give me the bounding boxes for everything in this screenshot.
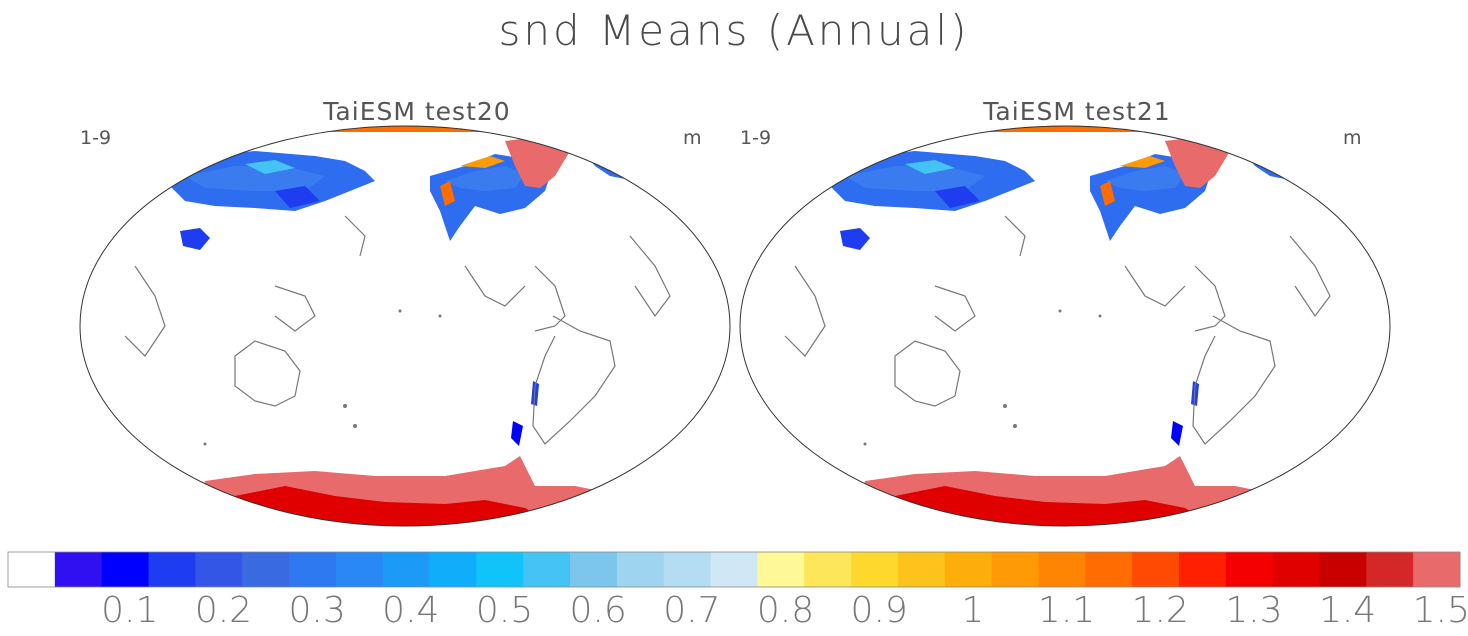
colorbar-swatch: [1319, 552, 1367, 587]
colorbar-swatch: [195, 552, 243, 587]
colorbar-tick-label: 0.6: [569, 590, 627, 631]
period-label-left: 1-9: [80, 127, 112, 149]
colorbar-swatch: [1366, 552, 1414, 587]
colorbar-swatch: [804, 552, 852, 587]
colorbar-swatch: [616, 552, 665, 587]
colorbar-tick-label: 1.5: [1412, 590, 1468, 631]
colorbar-swatch: [1413, 552, 1461, 587]
colorbar-swatch: [335, 552, 384, 587]
colorbar-swatch: [710, 552, 758, 587]
colorbar-swatch: [1038, 552, 1086, 587]
colorbar-swatch: [382, 552, 431, 587]
map-right: [784, 126, 1331, 526]
colorbar-swatch: [1132, 552, 1180, 587]
panel-title-right: TaiESM test21: [983, 97, 1171, 126]
colorbar-swatch: [289, 552, 337, 587]
colorbar-tick-label: 1: [961, 590, 985, 631]
colorbar-swatch: [523, 552, 571, 587]
map-left: [124, 126, 671, 526]
colorbar-swatch: [54, 552, 103, 587]
colorbar-tick-label: 1.1: [1037, 590, 1096, 631]
colorbar-swatch: [101, 552, 150, 587]
colorbar-swatch: [242, 552, 290, 587]
colorbar-tick-label: 0.4: [382, 590, 440, 631]
unit-label-left: m: [683, 127, 702, 149]
map-right-border: [739, 125, 1391, 527]
map-left-border: [79, 125, 731, 527]
colorbar: [7, 551, 1461, 588]
colorbar-tick-label: 0.3: [288, 590, 346, 631]
colorbar-tick-label: 0.1: [101, 590, 159, 631]
colorbar-border: [7, 551, 1461, 588]
colorbar-tick-label: 1.4: [1318, 590, 1377, 631]
colorbar-tick-label: 0.5: [475, 590, 534, 631]
colorbar-tick-label: 1.2: [1131, 590, 1189, 631]
colorbar-tick-label: 0.2: [194, 590, 253, 631]
figure-title: snd Means (Annual): [498, 6, 970, 55]
colorbar-swatch: [1225, 552, 1274, 587]
colorbar-swatch: [570, 552, 618, 587]
colorbar-swatch: [991, 552, 1039, 587]
panel-title-left: TaiESM test20: [323, 97, 511, 126]
period-label-right: 1-9: [740, 127, 772, 149]
colorbar-swatch: [1272, 552, 1320, 587]
colorbar-swatch: [1085, 552, 1133, 587]
colorbar-swatch: [663, 552, 712, 587]
colorbar-swatch: [944, 552, 993, 587]
colorbar-tick-label: 1.3: [1225, 590, 1283, 631]
unit-label-right: m: [1343, 127, 1362, 149]
colorbar-swatch: [476, 552, 524, 587]
colorbar-tick-label: 0.8: [756, 590, 815, 631]
colorbar-swatch: [1178, 552, 1227, 587]
colorbar-swatch: [851, 552, 899, 587]
colorbar-swatch: [757, 552, 805, 587]
colorbar-swatch: [8, 552, 56, 587]
colorbar-tick-label: 0.9: [850, 590, 908, 631]
colorbar-swatch: [429, 552, 477, 587]
colorbar-swatch: [148, 552, 196, 587]
colorbar-tick-label: 0.7: [663, 590, 721, 631]
colorbar-swatch: [897, 552, 946, 587]
